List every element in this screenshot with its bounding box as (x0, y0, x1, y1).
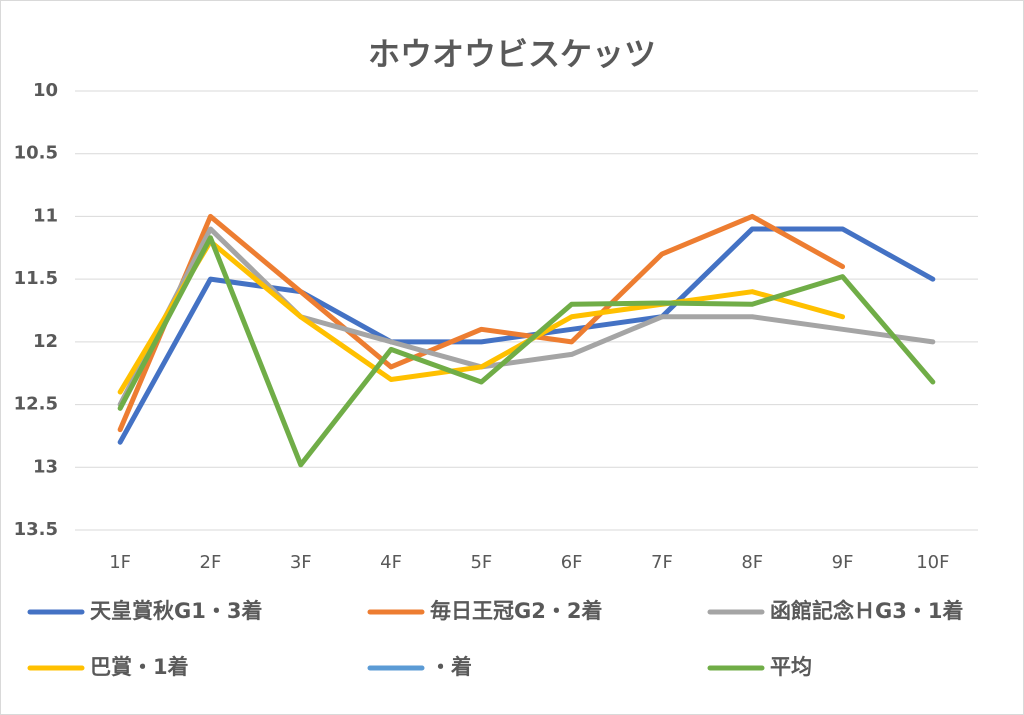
y-tick-label: 13.5 (14, 519, 58, 540)
y-tick-label: 12.5 (14, 394, 58, 415)
x-tick-label: 3F (290, 552, 312, 573)
y-tick-label: 12 (33, 331, 58, 352)
y-tick-label: 11.5 (14, 268, 58, 289)
x-tick-label: 5F (470, 552, 492, 573)
x-tick-label: 6F (561, 552, 583, 573)
series-line (117, 213, 846, 433)
series-line (117, 235, 936, 468)
x-tick-label: 7F (651, 552, 673, 573)
series-line (117, 226, 936, 408)
legend-label: ・着 (430, 655, 472, 679)
y-tick-label: 13 (33, 456, 58, 477)
x-tick-label: 10F (916, 552, 949, 573)
legend-label: 巴賞・1着 (90, 655, 189, 679)
x-tick-label: 2F (200, 552, 222, 573)
x-tick-label: 4F (380, 552, 402, 573)
legend-label: 天皇賞秋G1・3着 (90, 599, 262, 623)
y-tick-label: 10 (33, 80, 58, 101)
legend-label: 毎日王冠G2・2着 (430, 599, 602, 623)
chart-title: ホウオウビスケッツ (368, 35, 656, 73)
x-tick-label: 8F (741, 552, 763, 573)
x-tick-label: 1F (109, 552, 131, 573)
series-line (117, 239, 846, 395)
legend-label: 函館記念ＨG3・1着 (770, 599, 963, 623)
y-tick-label: 10.5 (14, 143, 58, 164)
x-tick-label: 9F (832, 552, 854, 573)
legend-label: 平均 (770, 655, 812, 679)
y-tick-label: 11 (33, 205, 58, 226)
